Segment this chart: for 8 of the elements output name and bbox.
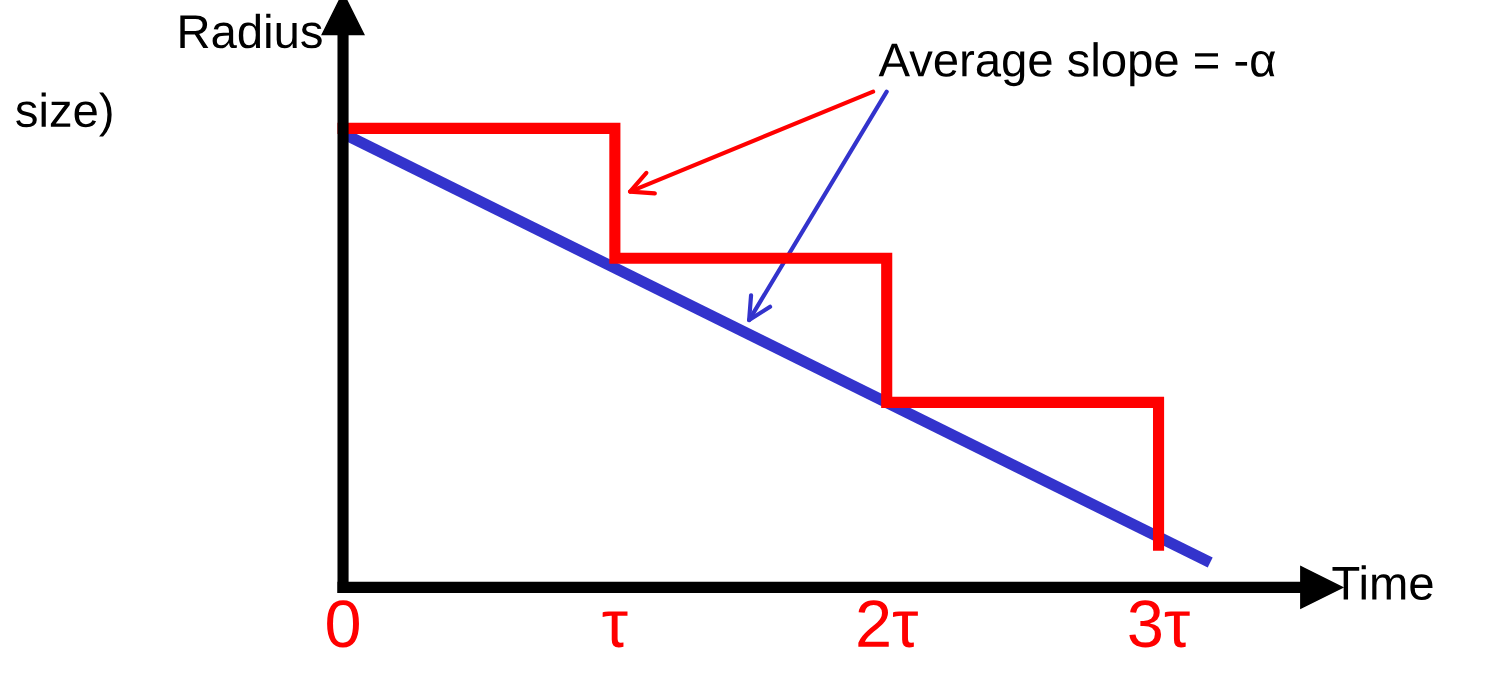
text: size) — [16, 92, 112, 137]
x-tick-label: 3τ — [1129, 600, 1190, 648]
y-axis-title: Radius — [180, 13, 322, 49]
text: Average slope = -α — [878, 42, 1276, 87]
x-tick-label: 0 — [327, 600, 359, 648]
x-tick-label: 2τ — [858, 600, 918, 648]
x-axis-title: Time — [1332, 565, 1433, 601]
x-tick-label: τ — [602, 611, 628, 648]
